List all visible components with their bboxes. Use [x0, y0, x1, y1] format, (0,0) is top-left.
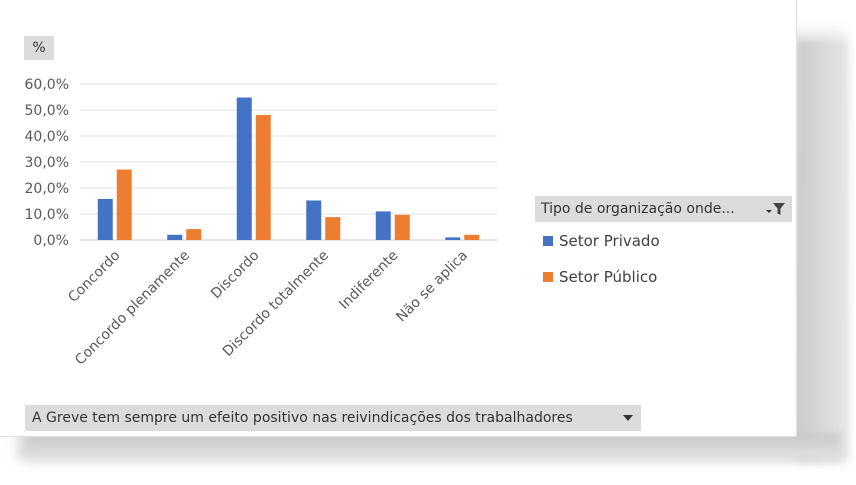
bar-setor-privado[interactable] — [97, 198, 113, 240]
bar-setor-privado[interactable] — [236, 97, 252, 241]
chart-shadow-bottom — [30, 434, 840, 460]
bar-setor-privado[interactable] — [445, 237, 461, 240]
x-tick-label: Discordo — [208, 248, 263, 303]
plot-area: 0,0% 10,0% 20,0% 30,0% 40,0% 50,0% 60,0% Conco… — [25, 77, 497, 369]
bar-setor-publico[interactable] — [116, 169, 132, 240]
bar-setor-privado[interactable] — [375, 211, 391, 240]
y-tick-label: 10,0% — [25, 207, 69, 223]
y-tick-label: 60,0% — [25, 77, 69, 93]
y-axis-tick-labels: 0,0% 10,0% 20,0% 30,0% 40,0% 50,0% 60,0% — [25, 77, 69, 249]
legend-swatch-setor-privado — [543, 236, 553, 246]
bar-setor-publico[interactable] — [255, 114, 271, 240]
chevron-down-icon[interactable] — [623, 415, 633, 421]
value-field-label: % — [32, 40, 46, 56]
bar-setor-publico[interactable] — [464, 234, 480, 240]
bar-setor-publico[interactable] — [394, 214, 410, 240]
y-tick-label: 20,0% — [25, 181, 69, 197]
bars — [97, 97, 480, 241]
legend-label: Setor Público — [559, 268, 658, 286]
filter-icon[interactable] — [764, 201, 786, 217]
x-tick-label: Não se aplica — [393, 248, 471, 326]
chart-shadow-right — [796, 40, 848, 460]
x-tick-label: Concordo — [65, 248, 123, 306]
y-tick-label: 30,0% — [25, 155, 69, 171]
bar-setor-privado[interactable] — [167, 234, 183, 240]
axis-field-button[interactable]: A Greve tem sempre um efeito positivo na… — [25, 405, 641, 431]
y-tick-label: 50,0% — [25, 103, 69, 119]
legend-item-setor-privado[interactable]: Setor Privado — [543, 232, 660, 250]
bar-setor-privado[interactable] — [306, 200, 322, 240]
axis-field-label: A Greve tem sempre um efeito positivo na… — [32, 410, 573, 426]
x-tick-label: Concordo plenamente — [72, 248, 193, 369]
pivot-chart[interactable]: % 0,0% 10,0% 20,0% 30,0% 40,0% 50,0% 60,0% Con… — [0, 0, 797, 437]
legend-swatch-setor-publico — [543, 272, 553, 282]
x-tick-label: Indiferente — [336, 248, 401, 313]
y-tick-label: 40,0% — [25, 129, 69, 145]
y-tick-label: 0,0% — [33, 233, 69, 249]
legend-label: Setor Privado — [559, 232, 660, 250]
legend-field-button[interactable]: Tipo de organização onde... — [535, 196, 792, 222]
bar-setor-publico[interactable] — [186, 229, 202, 240]
gridlines — [80, 83, 497, 241]
legend-item-setor-publico[interactable]: Setor Público — [543, 268, 657, 286]
value-field-button[interactable]: % — [24, 36, 54, 60]
legend-title: Tipo de organização onde... — [541, 201, 735, 217]
bar-setor-publico[interactable] — [325, 217, 341, 240]
